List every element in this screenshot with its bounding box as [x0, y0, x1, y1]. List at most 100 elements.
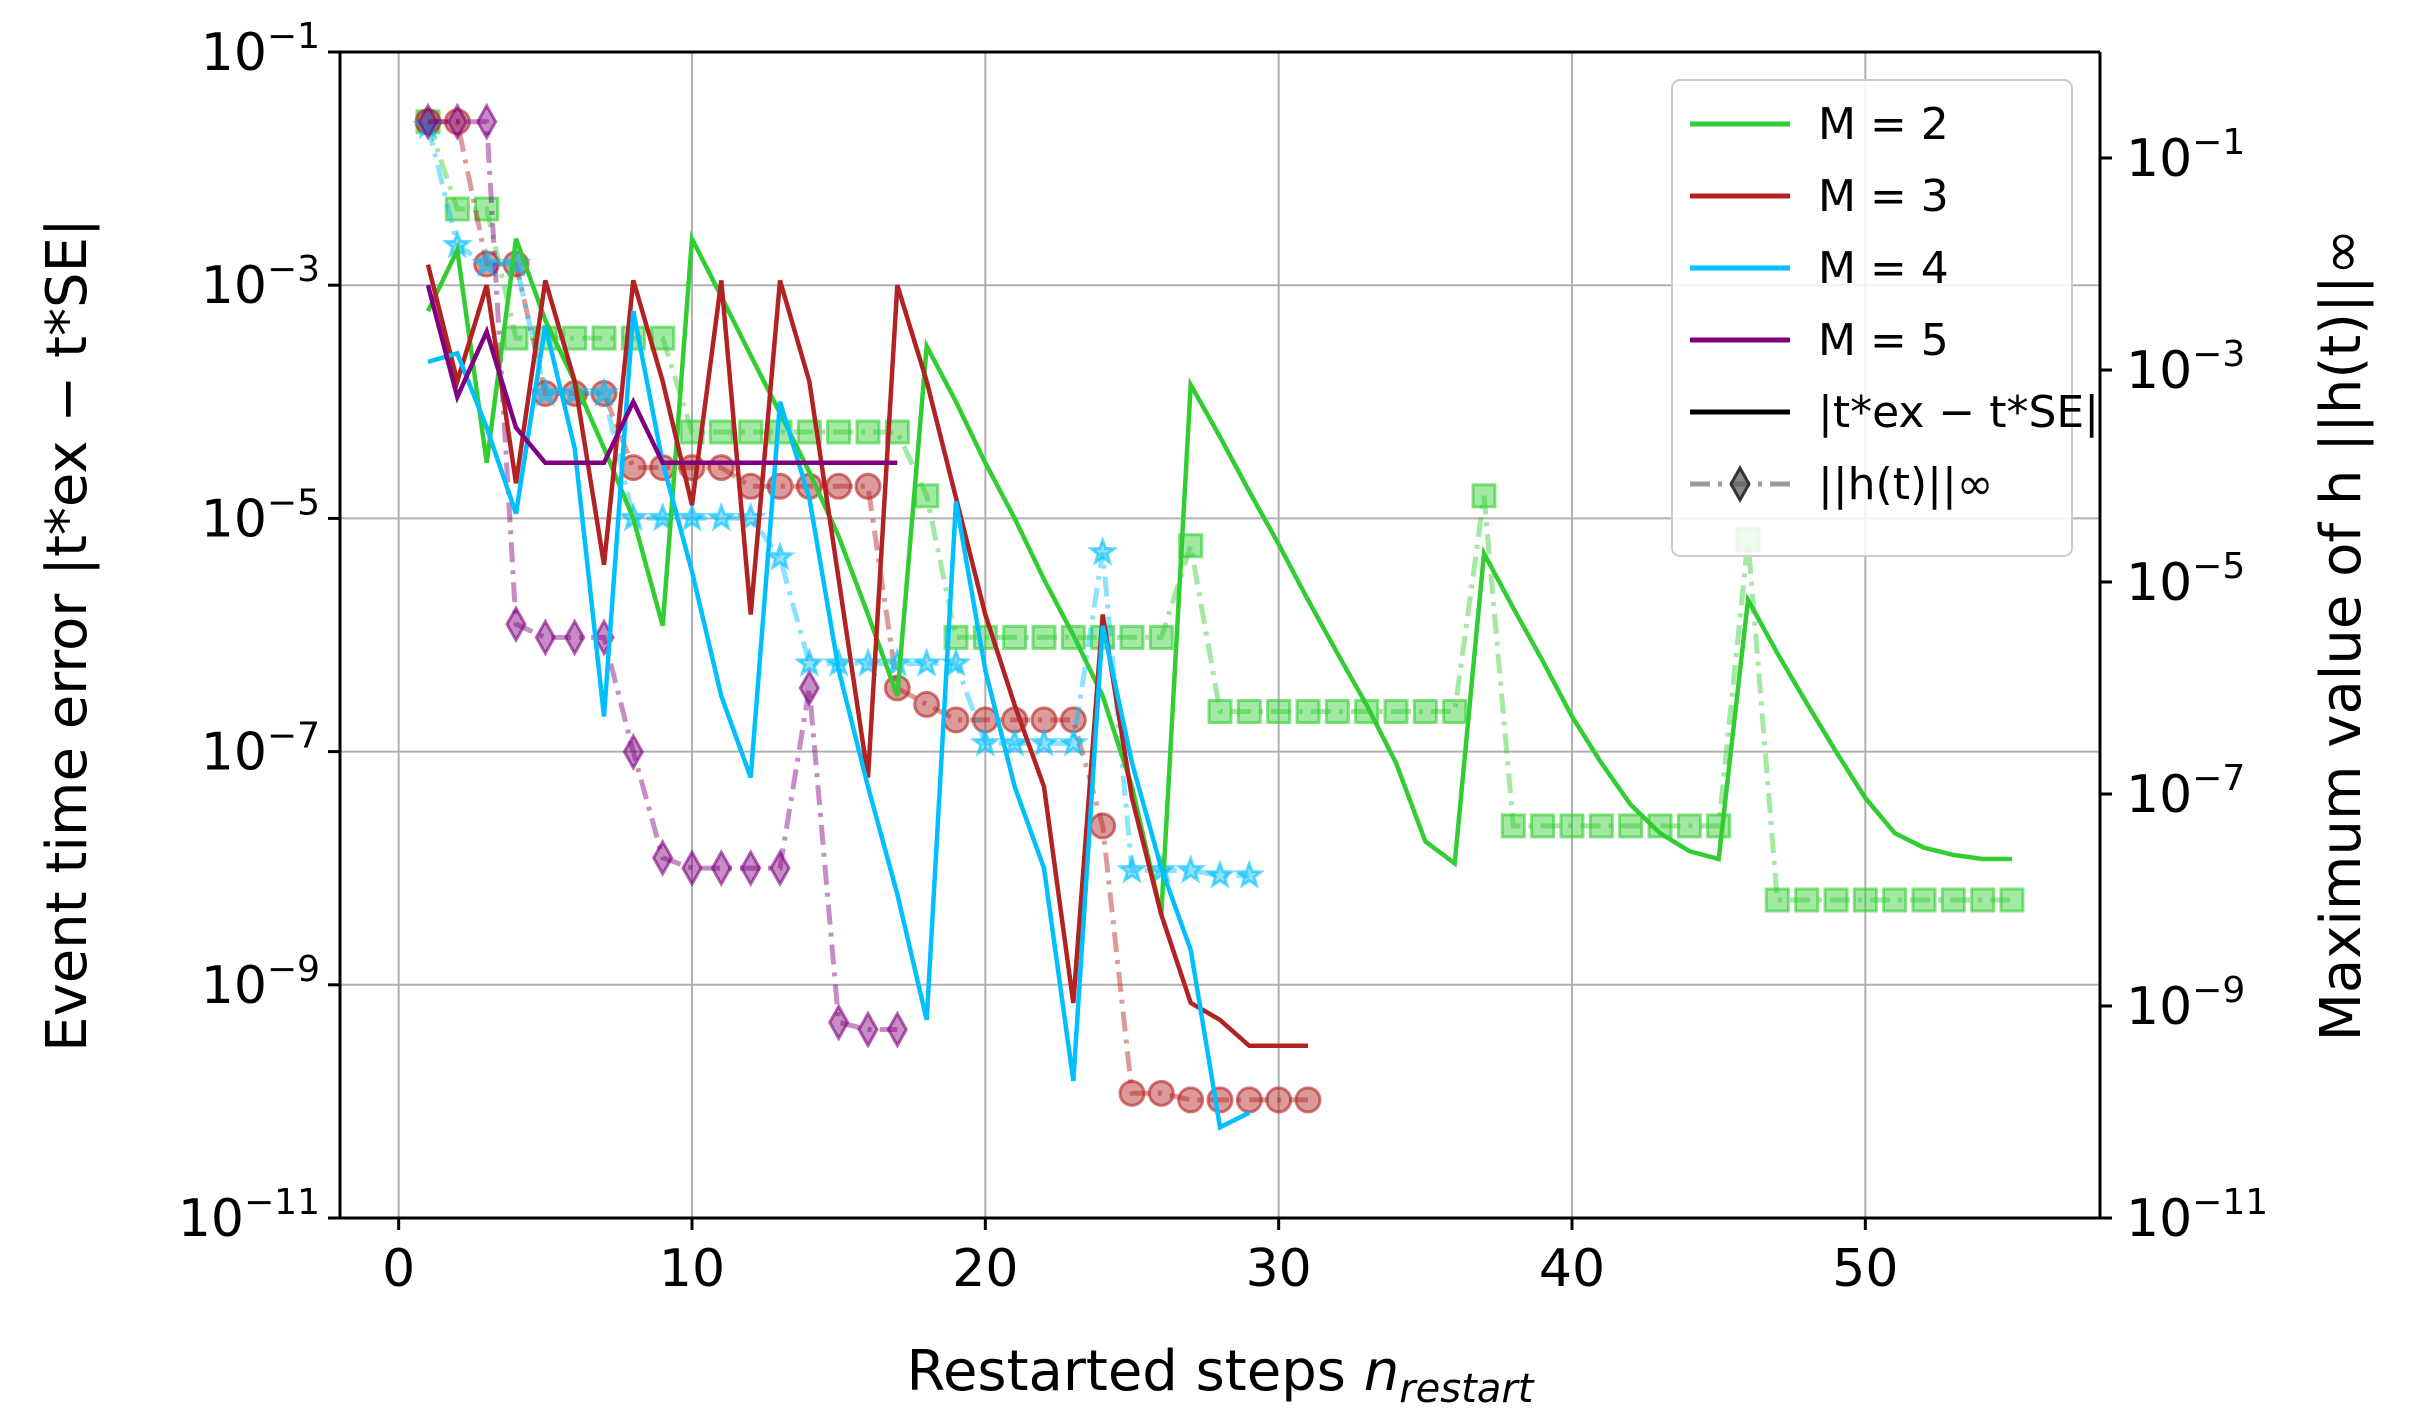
- marker-diamond: [563, 618, 586, 657]
- marker-square: [855, 419, 881, 445]
- legend-label: M = 4: [1818, 243, 1949, 294]
- marker-square: [1207, 699, 1233, 725]
- series-M2-left: [425, 230, 2012, 916]
- marker-square: [1119, 624, 1145, 650]
- marker-square: [1940, 887, 1966, 913]
- marker-square: [1148, 624, 1174, 650]
- marker-square: [1383, 699, 1409, 725]
- marker-square: [1324, 699, 1350, 725]
- marker-circle: [854, 472, 882, 500]
- x-tick-label: 20: [952, 1239, 1018, 1299]
- series-line: [427, 310, 1251, 1131]
- marker-star: [1204, 859, 1236, 889]
- x-tick-label: 30: [1246, 1239, 1312, 1299]
- legend-box: [1671, 79, 2073, 557]
- marker-square: [503, 325, 529, 351]
- marker-diamond: [417, 102, 439, 141]
- marker-star: [999, 727, 1031, 757]
- legend-swatch-diamond: [1729, 464, 1751, 504]
- marker-star: [793, 647, 825, 677]
- marker-square: [591, 325, 617, 351]
- marker-square: [708, 419, 734, 445]
- marker-diamond: [475, 102, 498, 141]
- x-tick-label: 40: [1539, 1239, 1605, 1299]
- series-line: [425, 230, 2012, 916]
- y-right-tick-label: 10−1: [2126, 122, 2245, 189]
- y-right-tick-label: 10−5: [2126, 546, 2245, 613]
- legend-entry: M = 5: [1690, 315, 1949, 366]
- marker-square: [562, 325, 588, 351]
- axis-labels: Restarted steps nrestart Event time error…: [35, 218, 2374, 1412]
- marker-diamond: [622, 732, 645, 771]
- marker-square: [1882, 887, 1908, 913]
- marker-square: [1970, 887, 1996, 913]
- marker-star: [1087, 536, 1119, 566]
- legend-entry: ||h(t)||∞: [1690, 459, 1993, 510]
- y-right-axis-label: Maximum value of h ||h(t)||∞: [2309, 229, 2374, 1042]
- marker-square: [1764, 887, 1790, 913]
- x-tick-label: 50: [1832, 1239, 1898, 1299]
- marker-circle: [1265, 1086, 1293, 1114]
- marker-circle: [1206, 1086, 1234, 1114]
- marker-square: [444, 196, 470, 222]
- marker-diamond: [798, 668, 821, 708]
- marker-square: [1999, 887, 2025, 913]
- marker-circle: [1089, 812, 1117, 840]
- x-tick-label: 0: [382, 1239, 415, 1299]
- marker-square: [1618, 813, 1644, 839]
- x-axis-label: Restarted steps nrestart: [907, 1339, 1535, 1412]
- x-tick-label: 10: [659, 1239, 725, 1299]
- marker-circle: [1294, 1086, 1322, 1114]
- marker-star: [881, 647, 913, 677]
- marker-square: [1500, 813, 1526, 839]
- marker-star: [1233, 859, 1265, 889]
- marker-square: [1295, 699, 1321, 725]
- marker-diamond: [769, 849, 791, 888]
- marker-square: [1852, 887, 1878, 913]
- marker-circle: [1177, 1086, 1205, 1114]
- marker-square: [826, 419, 852, 445]
- marker-circle: [1147, 1079, 1175, 1107]
- marker-diamond: [827, 1003, 850, 1042]
- marker-circle: [825, 472, 853, 500]
- marker-square: [1266, 699, 1292, 725]
- marker-star: [1057, 727, 1089, 757]
- marker-star: [1175, 854, 1207, 884]
- legend-label: M = 2: [1818, 99, 1949, 150]
- marker-square: [1794, 887, 1820, 913]
- y-left-tick-label: 10−7: [201, 716, 320, 783]
- y-left-tick-label: 10−9: [201, 949, 320, 1016]
- marker-square: [1530, 813, 1556, 839]
- marker-square: [1823, 887, 1849, 913]
- marker-diamond: [534, 618, 557, 657]
- y-right-tick-label: 10−3: [2126, 334, 2245, 401]
- marker-diamond: [681, 849, 703, 888]
- y-right-tick-label: 10−7: [2126, 758, 2245, 825]
- marker-square: [1911, 887, 1937, 913]
- y-left-tick-label: 10−1: [201, 16, 320, 83]
- marker-star: [705, 501, 737, 532]
- marker-star: [1028, 726, 1060, 757]
- marker-circle: [942, 706, 970, 734]
- marker-square: [1559, 813, 1585, 839]
- legend-label: |t*ex − t*SE|: [1818, 387, 2099, 438]
- axes: [328, 50, 2112, 1230]
- marker-diamond: [651, 838, 674, 877]
- marker-circle: [1235, 1086, 1263, 1114]
- marker-square: [1676, 813, 1702, 839]
- marker-circle: [707, 454, 735, 482]
- marker-circle: [913, 690, 941, 718]
- legend-label: M = 5: [1818, 315, 1949, 366]
- legend-entry: M = 4: [1690, 243, 1949, 294]
- series-line: [425, 120, 2012, 903]
- marker-diamond: [886, 1010, 909, 1049]
- y-left-tick-label: 10−3: [201, 249, 320, 316]
- marker-diamond: [505, 605, 527, 644]
- marker-square: [1647, 813, 1673, 839]
- marker-star: [676, 501, 708, 532]
- marker-diamond: [446, 102, 469, 141]
- legend: M = 2 M = 3 M = 4 M = 5 |t*ex − t*SE| ||h(t)|…: [1671, 79, 2099, 557]
- marker-square: [1471, 483, 1497, 509]
- marker-circle: [1118, 1079, 1146, 1107]
- series-M5-left: [425, 284, 898, 466]
